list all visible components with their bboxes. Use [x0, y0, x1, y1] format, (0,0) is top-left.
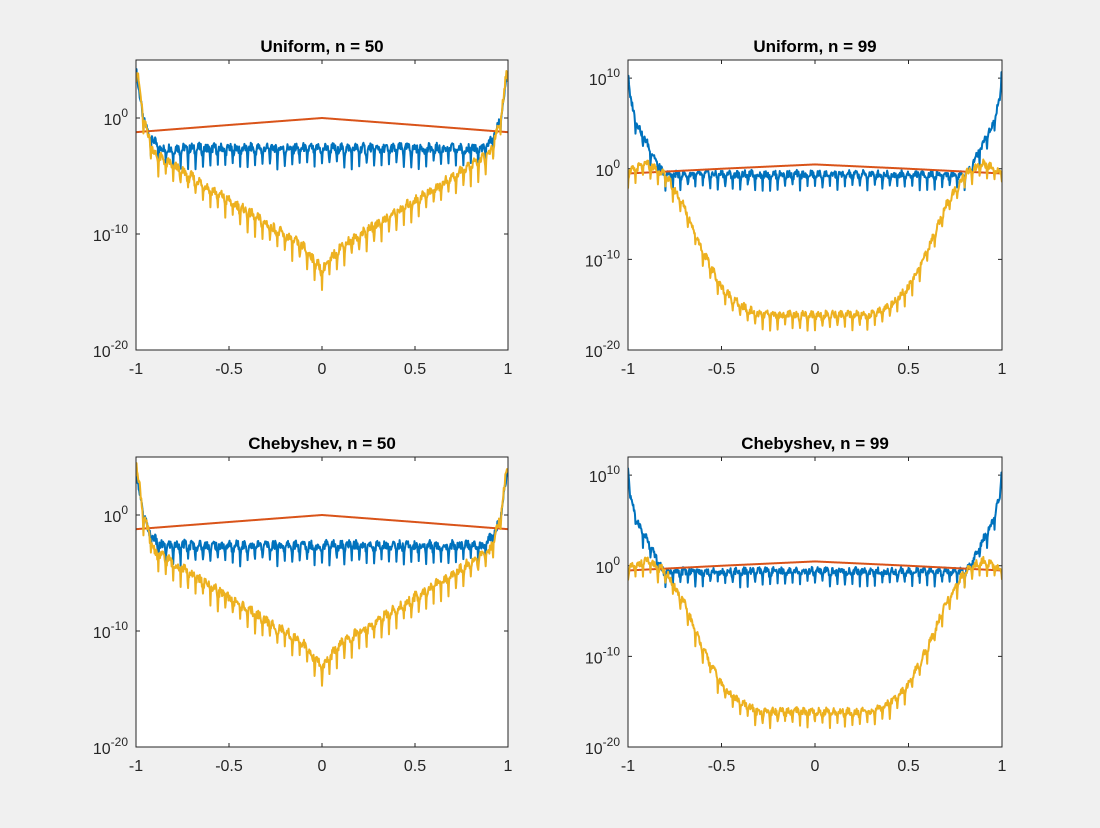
x-tick-label: 1 — [998, 361, 1007, 378]
x-tick-label: 1 — [504, 758, 513, 775]
subplot-uniform-99: -1 -0.5 0 0.5 1 10-20 10-10 100 1010 Uniform, n… — [585, 37, 1007, 378]
y-tick-label: 10-10 — [585, 644, 620, 667]
series-line — [136, 514, 508, 531]
y-tick-label: 100 — [596, 554, 621, 577]
x-tick-label: -1 — [621, 361, 635, 378]
axes-frame — [135, 456, 509, 748]
y-tick-label: 100 — [104, 503, 129, 526]
plot-area — [136, 457, 508, 747]
x-tick-label: 1 — [998, 758, 1007, 775]
y-tick-labels: 10-20 10-10 100 — [93, 106, 128, 361]
x-tick-label: 0 — [811, 758, 820, 775]
y-tick-label: 100 — [104, 106, 129, 129]
x-tick-label: -1 — [129, 758, 143, 775]
x-tick-labels: -1 -0.5 0 0.5 1 — [621, 361, 1007, 378]
y-tick-labels: 10-20 10-10 100 1010 — [585, 463, 620, 758]
y-tick-label: 10-20 — [93, 338, 128, 361]
series-group — [628, 71, 1002, 332]
x-tick-label: -0.5 — [215, 758, 243, 775]
chart-title: Chebyshev, n = 99 — [741, 434, 889, 453]
y-tick-label: 100 — [596, 157, 621, 180]
series-line — [628, 467, 1002, 589]
x-tick-label: 0.5 — [897, 361, 919, 378]
x-tick-label: 0.5 — [404, 758, 426, 775]
y-tick-label: 10-20 — [585, 735, 620, 758]
y-tick-label: 1010 — [589, 463, 620, 486]
x-tick-label: 0.5 — [404, 361, 426, 378]
y-tick-label: 10-10 — [93, 619, 128, 642]
series-line — [136, 68, 508, 171]
y-tick-label: 10-20 — [93, 735, 128, 758]
y-tick-labels: 10-20 10-10 100 1010 — [585, 66, 620, 361]
series-line — [136, 466, 508, 568]
series-group — [628, 467, 1002, 730]
plot-area — [136, 60, 508, 350]
y-tick-label: 10-10 — [93, 222, 128, 245]
series-group — [136, 462, 508, 687]
y-tick-label: 10-20 — [585, 338, 620, 361]
series-line — [136, 117, 508, 134]
subplot-uniform-50: -1 -0.5 0 0.5 1 10-20 10-10 100 Uniform, n = 5… — [93, 37, 513, 378]
chart-title: Uniform, n = 99 — [753, 37, 876, 56]
y-tick-label: 10-10 — [585, 247, 620, 270]
series-group — [136, 68, 508, 292]
x-tick-label: -0.5 — [708, 758, 736, 775]
x-tick-label: 0 — [811, 361, 820, 378]
series-line — [628, 163, 1002, 175]
y-tick-labels: 10-20 10-10 100 — [93, 503, 128, 758]
x-tick-label: -0.5 — [708, 361, 736, 378]
series-line — [628, 560, 1002, 572]
plot-area — [628, 60, 1002, 350]
subplot-chebyshev-99: -1 -0.5 0 0.5 1 10-20 10-10 100 1010 Chebyshev,… — [585, 434, 1007, 775]
axes-frame — [627, 456, 1003, 748]
plot-area — [628, 457, 1002, 747]
series-line — [628, 158, 1002, 332]
x-tick-labels: -1 -0.5 0 0.5 1 — [129, 758, 513, 775]
chart-title: Chebyshev, n = 50 — [248, 434, 396, 453]
x-tick-labels: -1 -0.5 0 0.5 1 — [129, 361, 513, 378]
x-tick-label: -0.5 — [215, 361, 243, 378]
axes-frame — [627, 59, 1003, 351]
y-tick-label: 1010 — [589, 66, 620, 89]
chart-title: Uniform, n = 50 — [260, 37, 383, 56]
x-tick-labels: -1 -0.5 0 0.5 1 — [621, 758, 1007, 775]
x-tick-label: 0.5 — [897, 758, 919, 775]
x-tick-label: -1 — [621, 758, 635, 775]
series-line — [136, 70, 508, 292]
subplot-chebyshev-50: -1 -0.5 0 0.5 1 10-20 10-10 100 Chebyshev, n =… — [93, 434, 513, 775]
series-line — [628, 71, 1002, 192]
series-line — [628, 555, 1002, 730]
x-tick-label: -1 — [129, 361, 143, 378]
x-tick-label: 1 — [504, 361, 513, 378]
x-tick-label: 0 — [318, 758, 327, 775]
x-tick-label: 0 — [318, 361, 327, 378]
series-line — [136, 462, 508, 687]
axes-frame — [135, 59, 509, 351]
